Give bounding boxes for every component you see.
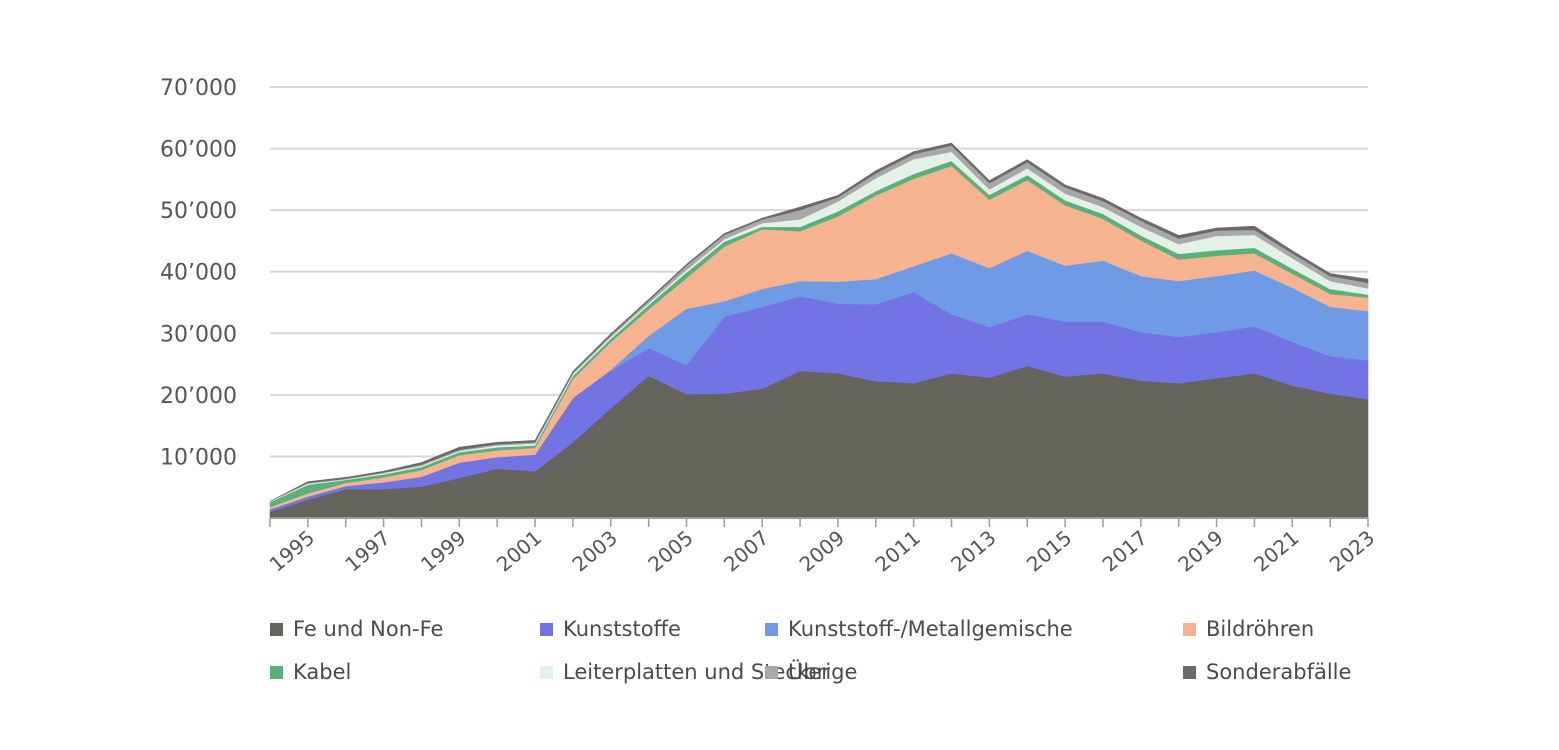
x-tick-label: 2007 [719, 525, 773, 576]
x-tick-label: 2005 [643, 525, 697, 576]
area-series-7 [269, 142, 1369, 502]
area-series-0 [269, 365, 1369, 519]
legend-label: Sonderabfälle [1206, 660, 1352, 684]
legend-item: Leiterplatten und Stecker [540, 660, 830, 684]
x-tick-label: 2009 [795, 525, 849, 576]
x-tick-label: 2003 [568, 525, 622, 576]
legend-item: Kunststoff-/Metallgemische [765, 617, 1073, 641]
y-tick-label: 50’000 [160, 199, 237, 224]
x-tick-label: 2023 [1325, 525, 1379, 576]
legend-swatch [1183, 622, 1196, 636]
legend-item: Übrige [765, 660, 857, 684]
area-series-group [269, 142, 1369, 519]
x-tick-label: 2013 [946, 525, 1000, 576]
y-tick-label: 70’000 [160, 76, 237, 101]
legend-label: Kunststoffe [563, 617, 681, 641]
y-tick-label: 20’000 [160, 384, 237, 409]
legend-swatch [765, 665, 778, 679]
legend-swatch [270, 622, 283, 636]
x-tick-label: 2017 [1098, 525, 1152, 576]
legend-label: Übrige [788, 660, 858, 684]
x-tick-label: 2015 [1022, 525, 1076, 576]
legend-label: Kunststoff-/Metallgemische [788, 617, 1073, 641]
legend-swatch [270, 665, 283, 679]
legend-swatch [1183, 665, 1196, 679]
x-tick-label: 1995 [265, 525, 319, 576]
legend-item: Bildröhren [1183, 617, 1314, 641]
legend-label: Fe und Non-Fe [293, 617, 444, 641]
x-tick-label: 2001 [492, 525, 546, 576]
y-tick-label: 30’000 [160, 322, 237, 347]
x-tick-label: 2021 [1249, 525, 1303, 576]
legend-label: Leiterplatten und Stecker [563, 660, 830, 684]
y-tick-label: 40’000 [160, 261, 237, 286]
y-tick-label: 10’000 [160, 445, 237, 470]
legend-item: Kabel [270, 660, 351, 684]
x-tick-label: 1999 [416, 525, 470, 576]
legend-swatch [540, 665, 553, 679]
legend-label: Kabel [293, 660, 352, 684]
legend-item: Sonderabfälle [1183, 660, 1351, 684]
x-tick-label: 2011 [870, 525, 924, 576]
legend-swatch [765, 622, 778, 636]
legend-swatch [540, 622, 553, 636]
x-tick-label: 1997 [340, 525, 394, 576]
legend-item: Kunststoffe [540, 617, 681, 641]
y-tick-label: 60’000 [160, 138, 237, 163]
legend-item: Fe und Non-Fe [270, 617, 443, 641]
x-tick-label: 2019 [1173, 525, 1227, 576]
legend-label: Bildröhren [1206, 617, 1315, 641]
